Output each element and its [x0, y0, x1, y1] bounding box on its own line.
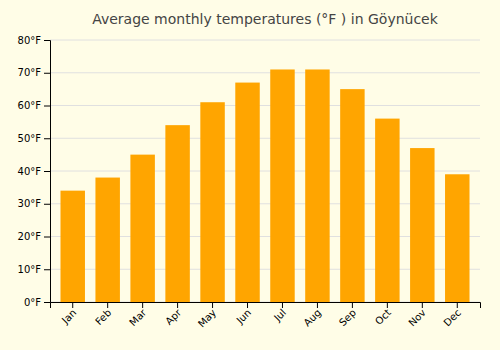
x-tick: Feb	[93, 302, 113, 327]
bar	[305, 69, 329, 302]
x-tick-mark	[107, 302, 108, 308]
y-axis: 0°F 10°F 20°F 30°F 40°F 50°F 60°F 70°F 80°F	[18, 35, 51, 308]
x-tick-mark	[72, 302, 73, 308]
x-tick-mark	[142, 302, 143, 308]
x-tick-mark	[282, 302, 283, 308]
x-tick: Oct	[373, 302, 393, 327]
x-tick: May	[196, 302, 218, 329]
x-axis-line	[51, 303, 481, 309]
x-tick: Sep	[337, 302, 358, 328]
bar	[200, 102, 224, 302]
bar	[130, 155, 154, 302]
x-tick-mark	[317, 302, 318, 308]
x-tick: Nov	[406, 302, 428, 329]
chart: 0°F 10°F 20°F 30°F 40°F 50°F 60°F 70°F 80°F Jan Fe…	[0, 0, 500, 350]
x-tick-label: Apr	[163, 306, 184, 327]
y-tick-mark	[44, 40, 50, 41]
y-axis-line	[44, 41, 51, 303]
x-tick: Apr	[163, 302, 184, 327]
grid-line	[50, 72, 480, 73]
y-tick: 50°F	[18, 133, 50, 144]
y-tick-mark	[44, 138, 50, 139]
x-tick: Jul	[271, 302, 288, 324]
y-tick-label: 20°F	[18, 231, 42, 242]
x-tick-mark	[387, 302, 388, 308]
y-tick-label: 40°F	[18, 166, 42, 177]
y-tick-label: 30°F	[18, 198, 42, 209]
x-tick-label: Jul	[271, 307, 288, 324]
plot-area: 0°F 10°F 20°F 30°F 40°F 50°F 60°F 70°F 80°F Jan Fe…	[18, 35, 481, 330]
grid-line	[50, 138, 480, 139]
bar	[340, 89, 364, 302]
x-tick-mark	[422, 302, 423, 308]
y-tick-label: 80°F	[18, 35, 42, 46]
x-tick-label: Nov	[406, 307, 428, 329]
x-tick-label: Jun	[234, 307, 254, 327]
y-tick-label: 60°F	[18, 100, 42, 111]
y-tick-mark	[44, 204, 50, 205]
y-tick: 10°F	[18, 264, 50, 275]
bar	[165, 125, 189, 302]
grid-line	[50, 105, 480, 106]
y-tick: 30°F	[18, 198, 50, 209]
bar	[445, 174, 469, 302]
y-tick-mark	[44, 269, 50, 270]
bar	[95, 178, 119, 302]
y-tick-mark	[44, 237, 50, 238]
x-tick-mark	[247, 302, 248, 308]
x-tick: Aug	[302, 302, 324, 329]
x-tick-mark	[212, 302, 213, 308]
bar	[270, 69, 294, 302]
y-tick-mark	[44, 302, 50, 303]
x-tick-label: Aug	[302, 307, 324, 329]
x-tick: Dec	[441, 302, 462, 328]
y-tick: 20°F	[18, 231, 50, 242]
x-tick-label: May	[196, 307, 218, 329]
y-tick-label: 0°F	[24, 297, 41, 308]
bar	[375, 119, 399, 302]
y-tick-mark	[44, 106, 50, 107]
grid	[50, 40, 480, 302]
x-tick-mark	[352, 302, 353, 308]
y-tick-label: 10°F	[18, 264, 42, 275]
y-tick: 60°F	[18, 100, 50, 111]
y-tick-label: 70°F	[18, 67, 42, 78]
y-tick: 80°F	[18, 35, 50, 46]
x-tick-label: Feb	[93, 307, 113, 327]
x-tick: Mar	[127, 302, 149, 328]
title: Average monthly temperatures (°F ) in Gö…	[92, 11, 439, 27]
x-tick-mark	[457, 302, 458, 308]
x-tick-label: Dec	[441, 307, 462, 328]
x-tick: Jun	[234, 302, 254, 326]
y-tick: 40°F	[18, 166, 50, 177]
x-tick-label: Sep	[337, 307, 358, 328]
grid-line	[50, 40, 480, 41]
bars	[60, 69, 469, 302]
x-tick-mark	[177, 302, 178, 308]
x-tick-label: Oct	[373, 307, 393, 327]
y-tick: 70°F	[18, 67, 50, 78]
x-tick-label: Mar	[127, 306, 149, 328]
y-tick-mark	[44, 171, 50, 172]
y-tick-mark	[44, 73, 50, 74]
y-tick-label: 50°F	[18, 133, 42, 144]
x-axis: Jan Feb Mar Apr May Jun Jul Aug Sep Oct Nov Dec	[51, 302, 481, 329]
bar	[235, 83, 259, 302]
y-tick: 0°F	[24, 297, 50, 308]
x-tick: Jan	[59, 302, 78, 326]
bar	[410, 148, 434, 302]
bar	[60, 191, 84, 302]
x-tick-label: Jan	[59, 307, 78, 326]
